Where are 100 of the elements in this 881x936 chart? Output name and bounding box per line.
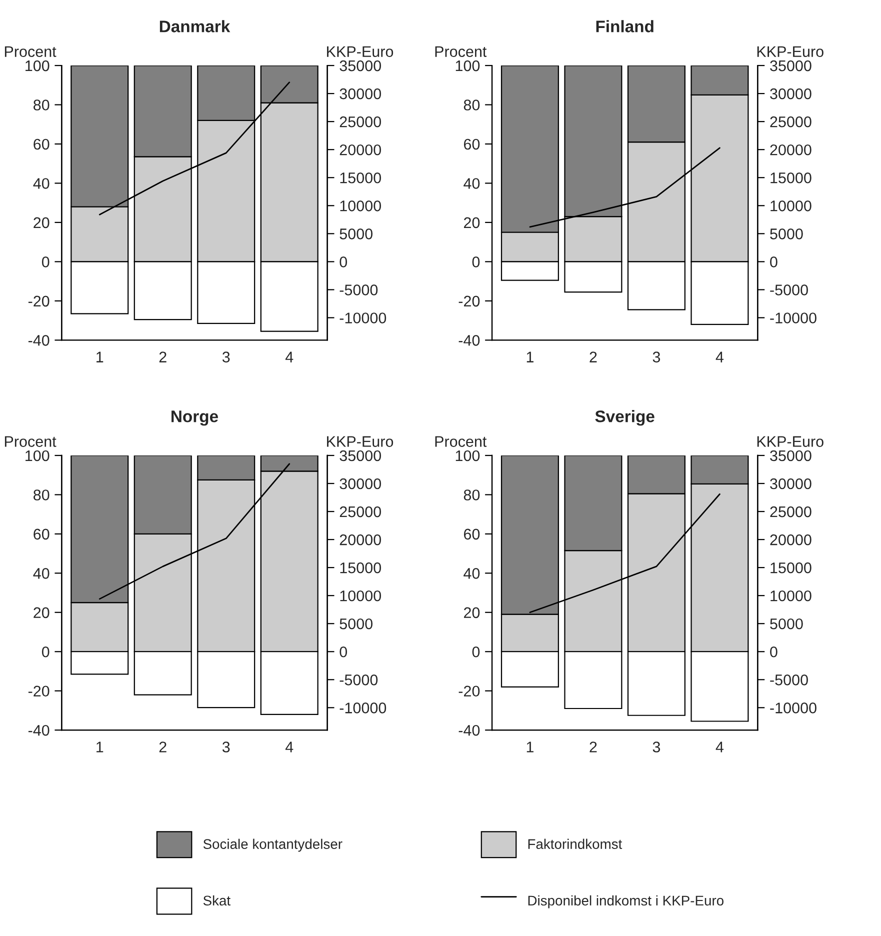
y-tick-label: -20: [28, 296, 50, 307]
y-tick-label: 100: [26, 60, 50, 72]
y-axis-title: Procent: [4, 436, 56, 447]
y2-tick-label: 15000: [340, 562, 382, 574]
x-tick-label: 4: [716, 352, 724, 362]
y-tick-label: 20: [34, 217, 50, 228]
y-tick-label: -40: [458, 335, 480, 346]
y2-tick-label: 30000: [340, 88, 382, 100]
y2-axis-title: KKP-Euro: [327, 436, 394, 447]
y-axis-title: Procent: [435, 46, 487, 58]
y-tick-label: 80: [34, 490, 50, 500]
y2-tick-label: 20000: [340, 534, 382, 546]
y-tick-label: -40: [458, 724, 480, 736]
legend-label: Skat: [203, 895, 230, 906]
x-tick-label: 4: [285, 352, 294, 362]
y-tick-label: 80: [34, 100, 50, 110]
y2-tick-label: -5000: [340, 674, 378, 686]
y2-tick-label: 25000: [770, 506, 812, 518]
y2-tick-label: -10000: [770, 702, 816, 714]
y2-tick-label: 5000: [770, 618, 803, 630]
y-tick-label: 100: [456, 450, 480, 462]
y-tick-label: -20: [458, 686, 480, 697]
chart-title: Sverige: [595, 410, 654, 426]
y2-tick-label: 15000: [770, 172, 812, 184]
y2-tick-label: 25000: [340, 506, 382, 518]
x-tick-label: 3: [652, 352, 660, 362]
y2-tick-label: 0: [340, 256, 348, 268]
y2-tick-label: 25000: [770, 116, 812, 128]
y2-tick-label: 35000: [340, 60, 382, 72]
x-tick-label: 2: [159, 742, 166, 752]
y2-tick-label: 15000: [770, 562, 812, 574]
y2-tick-label: -5000: [340, 284, 378, 296]
legend-label: Sociale kontantydelser: [203, 838, 342, 852]
x-tick-label: 3: [652, 742, 660, 752]
y2-tick-label: 0: [770, 256, 778, 268]
y-axis-title: Procent: [4, 46, 56, 58]
y2-tick-label: 30000: [340, 478, 382, 490]
x-tick-label: 3: [222, 352, 230, 362]
y2-tick-label: 35000: [340, 450, 382, 462]
y2-tick-label: 30000: [770, 88, 812, 100]
y2-tick-label: 20000: [340, 144, 382, 156]
x-tick-label: 4: [285, 742, 294, 752]
y-tick-label: -20: [28, 686, 50, 697]
y-tick-label: 40: [33, 568, 50, 579]
x-tick-label: 3: [222, 742, 230, 752]
y-tick-label: 0: [42, 646, 50, 658]
y-tick-label: 0: [472, 256, 480, 268]
y-tick-label: 40: [33, 178, 50, 189]
y2-tick-label: 35000: [770, 60, 812, 72]
y2-tick-label: -5000: [770, 674, 808, 686]
y-tick-label: 60: [34, 528, 50, 540]
y-tick-label: 40: [464, 178, 480, 189]
y-tick-label: 60: [464, 138, 480, 150]
y2-tick-label: 5000: [770, 228, 803, 240]
y-axis-title: Procent: [435, 436, 487, 447]
y2-tick-label: 0: [340, 646, 348, 658]
y2-tick-label: 0: [770, 646, 778, 658]
y2-tick-label: -10000: [340, 312, 386, 324]
x-tick-label: 2: [590, 352, 597, 362]
y-tick-label: 60: [34, 138, 50, 150]
y-tick-label: 80: [464, 490, 480, 500]
y2-tick-label: 25000: [340, 116, 382, 128]
chart-title: Finland: [596, 20, 654, 32]
y-tick-label: -40: [28, 724, 50, 736]
x-tick-label: 2: [159, 352, 166, 362]
y2-tick-label: -10000: [340, 702, 386, 714]
y-tick-label: 60: [464, 528, 480, 540]
y-tick-label: 100: [26, 450, 50, 462]
y-tick-label: 40: [464, 568, 480, 579]
y2-axis-title: KKP-Euro: [757, 436, 824, 447]
y2-tick-label: 20000: [770, 534, 812, 546]
x-tick-label: 1: [526, 742, 534, 752]
y2-tick-label: 20000: [770, 144, 812, 156]
y-tick-label: 0: [472, 646, 480, 658]
x-tick-label: 2: [590, 742, 597, 752]
x-tick-label: 1: [526, 352, 534, 362]
y-tick-label: 20: [464, 607, 480, 618]
y-tick-label: 20: [34, 607, 50, 618]
legend-label: Disponibel indkomst i KKP-Euro: [528, 895, 724, 908]
y2-axis-title: KKP-Euro: [327, 46, 394, 58]
y2-tick-label: 35000: [770, 450, 812, 462]
legend-label: Faktorindkomst: [528, 838, 622, 849]
y2-tick-label: 10000: [340, 200, 382, 212]
x-tick-label: 4: [716, 742, 724, 752]
y2-axis-title: KKP-Euro: [757, 46, 824, 58]
chart-title: Danmark: [160, 20, 230, 32]
y2-tick-label: 10000: [340, 590, 382, 602]
y2-tick-label: -5000: [770, 284, 808, 296]
y-tick-label: 20: [464, 217, 480, 228]
x-tick-label: 1: [96, 352, 104, 362]
y-tick-label: 80: [464, 100, 480, 110]
chart-title: Norge: [172, 410, 218, 426]
x-tick-label: 1: [96, 742, 104, 752]
y2-tick-label: 15000: [340, 172, 382, 184]
y2-tick-label: 10000: [770, 590, 812, 602]
y-tick-label: -20: [458, 296, 480, 307]
y2-tick-label: -10000: [770, 312, 816, 324]
y-tick-label: -40: [28, 335, 50, 346]
y2-tick-label: 5000: [340, 228, 373, 240]
y2-tick-label: 30000: [770, 478, 812, 490]
